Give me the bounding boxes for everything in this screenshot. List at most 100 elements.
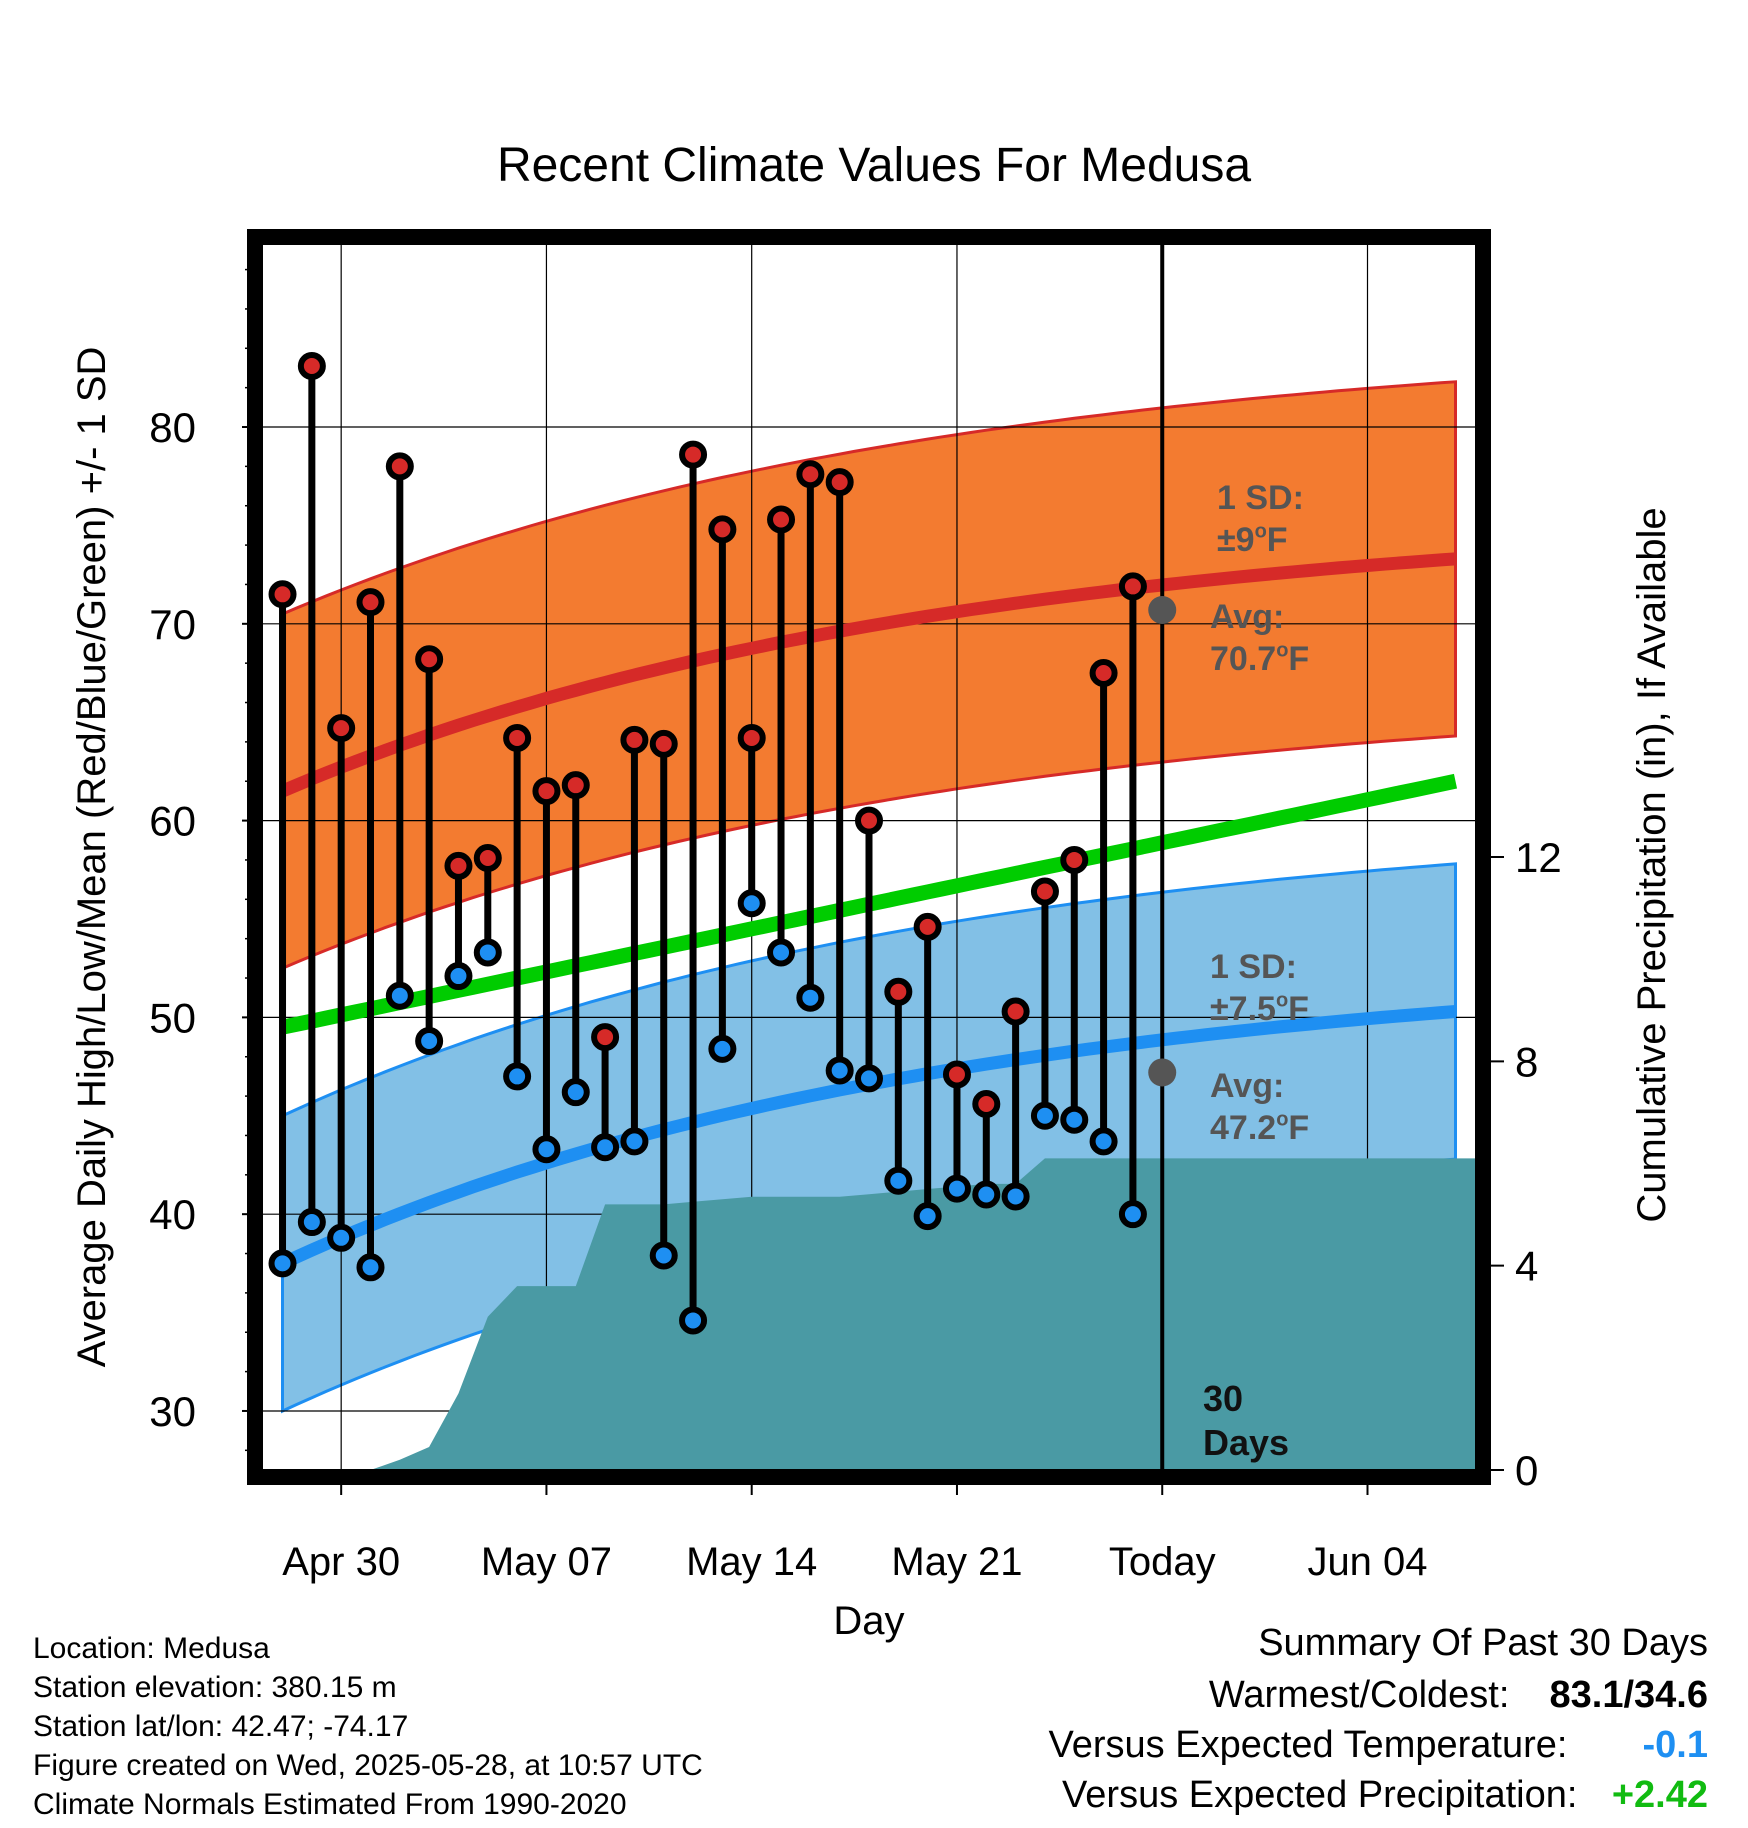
daily-high-point: [503, 723, 532, 752]
y-tick-label: 60: [149, 798, 196, 845]
summary-warmest-label: Warmest/Coldest:: [1208, 1674, 1510, 1716]
y2-tick-label: 12: [1515, 834, 1562, 881]
daily-high-point: [1118, 572, 1147, 601]
daily-high-point: [561, 771, 590, 800]
days-label: Days: [1203, 1422, 1289, 1463]
daily-high-point: [737, 723, 766, 752]
normal-high-line: [279, 552, 1456, 798]
daily-low-point: [620, 1127, 649, 1156]
x-tick-label: Today: [1109, 1540, 1216, 1584]
y-tick-label: 70: [149, 601, 196, 648]
daily-high-point: [532, 777, 561, 806]
daily-low-point: [297, 1208, 326, 1237]
summary-title: Summary Of Past 30 Days: [1258, 1622, 1708, 1664]
daily-low-point: [855, 1064, 883, 1093]
summary-precip-value: +2.42: [1611, 1774, 1708, 1816]
daily-low-point: [796, 983, 825, 1012]
summary-temp-row: Versus Expected Temperature: -0.1: [1049, 1724, 1708, 1767]
daily-high-point: [913, 912, 942, 941]
daily-high-point: [444, 851, 473, 880]
low-sd-label: 1 SD:: [1210, 948, 1297, 986]
daily-high-point: [385, 452, 414, 481]
daily-low-point: [1089, 1127, 1118, 1156]
daily-low-point: [1118, 1200, 1147, 1229]
daily-high-point: [796, 460, 825, 489]
footer-location: Location: Medusa: [33, 1632, 270, 1665]
daily-high-point: [767, 505, 796, 534]
high-sd-label: 1 SD:: [1217, 479, 1304, 517]
precip-area: [282, 1158, 1485, 1470]
daily-low-point: [561, 1078, 590, 1107]
daily-high-point: [297, 352, 326, 381]
x-tick-label: May 21: [891, 1540, 1022, 1584]
daily-low-point: [385, 981, 414, 1010]
y-tick-label: 50: [149, 994, 196, 1041]
x-axis-title: Day: [833, 1599, 904, 1643]
daily-low-point: [532, 1135, 561, 1164]
y-tick-label: 80: [149, 404, 196, 451]
daily-low-point: [708, 1034, 737, 1063]
y2-tick-label: 8: [1515, 1038, 1538, 1085]
normal-high-today-marker: [1148, 596, 1177, 625]
daily-low-point: [473, 938, 502, 967]
y2-axis-title: Cumulative Precipitation (in), If Availa…: [1630, 507, 1674, 1222]
summary-temp-value: -0.1: [1642, 1724, 1708, 1766]
chart-title: Recent Climate Values For Medusa: [496, 139, 1252, 192]
summary-warmest-row: Warmest/Coldest: 83.1/34.6: [1209, 1674, 1708, 1717]
high-avg-label: Avg:: [1210, 598, 1284, 636]
daily-high-point: [942, 1060, 971, 1089]
daily-low-point: [737, 889, 766, 918]
y-axis-title: Average Daily High/Low/Mean (Red/Blue/Gr…: [70, 347, 114, 1368]
y-tick-label: 30: [149, 1388, 196, 1435]
low-avg-label: Avg:: [1210, 1067, 1284, 1105]
summary-precip-label: Versus Expected Precipitation:: [1062, 1774, 1578, 1816]
low-sd-value: ±7.5oF: [1210, 989, 1309, 1028]
y2-tick-label: 0: [1515, 1447, 1538, 1494]
footer-created: Figure created on Wed, 2025-05-28, at 10…: [33, 1749, 703, 1782]
x-tick-label: May 07: [481, 1540, 612, 1584]
daily-high-point: [1030, 877, 1059, 906]
daily-high-point: [884, 977, 913, 1006]
daily-high-point: [327, 714, 356, 743]
daily-high-point: [649, 729, 678, 758]
daily-low-point: [591, 1133, 620, 1162]
daily-high-point: [825, 468, 854, 497]
daily-high-point: [1089, 659, 1118, 688]
daily-low-point: [327, 1223, 356, 1252]
daily-high-point: [356, 588, 385, 617]
daily-high-point: [473, 843, 502, 872]
daily-high-point: [1060, 845, 1089, 874]
daily-low-point: [767, 938, 796, 967]
footer-normals: Climate Normals Estimated From 1990-2020: [33, 1788, 627, 1821]
footer-latlon: Station lat/lon: 42.47; -74.17: [33, 1710, 409, 1743]
summary-temp-label: Versus Expected Temperature:: [1048, 1724, 1568, 1766]
daily-high-point: [679, 440, 708, 469]
daily-low-point: [649, 1241, 678, 1270]
daily-high-point: [620, 725, 649, 754]
x-tick-label: Apr 30: [282, 1540, 400, 1584]
footer-elevation: Station elevation: 380.15 m: [33, 1671, 397, 1704]
summary-precip-row: Versus Expected Precipitation: +2.42: [1062, 1774, 1708, 1817]
low-avg-value: 47.2oF: [1210, 1108, 1309, 1147]
x-tick-label: May 14: [686, 1540, 817, 1584]
normal-low-today-marker: [1148, 1058, 1177, 1087]
daily-low-point: [825, 1056, 854, 1085]
daily-low-point: [444, 962, 473, 991]
daily-low-point: [1060, 1105, 1089, 1134]
daily-low-point: [415, 1026, 444, 1055]
daily-high-point: [855, 806, 883, 835]
daily-low-point: [1030, 1101, 1059, 1130]
daily-low-point: [884, 1166, 913, 1195]
days-count-label: 30: [1203, 1378, 1243, 1419]
daily-high-point: [415, 645, 444, 674]
summary-warmest-value: 83.1/34.6: [1549, 1674, 1708, 1716]
daily-low-point: [942, 1174, 971, 1203]
daily-high-point: [708, 515, 737, 544]
daily-low-point: [356, 1253, 385, 1282]
daily-low-point: [913, 1202, 942, 1231]
daily-high-point: [1001, 997, 1030, 1026]
daily-low-point: [972, 1180, 1001, 1209]
high-sd-value: ±9oF: [1217, 520, 1288, 559]
daily-low-point: [679, 1306, 708, 1335]
